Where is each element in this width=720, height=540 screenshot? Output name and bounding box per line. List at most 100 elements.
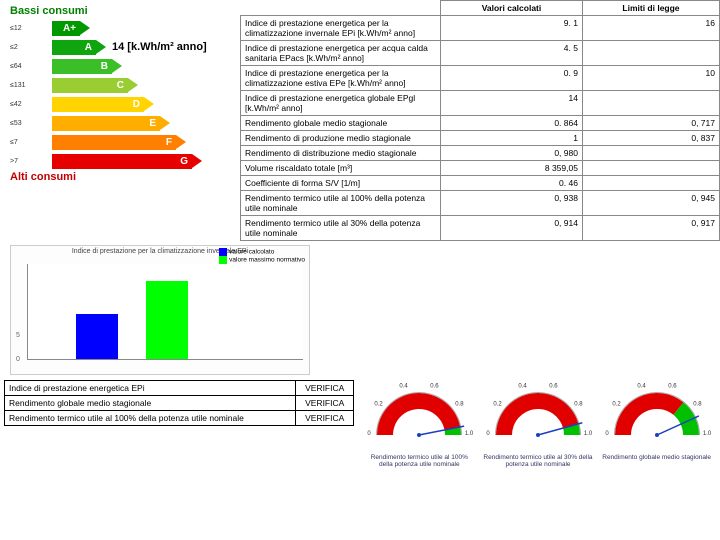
bar bbox=[146, 281, 188, 359]
row-limit bbox=[582, 176, 719, 191]
svg-text:0.4: 0.4 bbox=[518, 383, 527, 389]
gauge-svg: 0 0.2 0.4 0.6 0.8 1.0 bbox=[483, 380, 593, 450]
verify-status: VERIFICA bbox=[296, 381, 354, 396]
col-calc-header: Valori calcolati bbox=[441, 1, 583, 16]
table-row: Indice di prestazione energetica per la … bbox=[241, 66, 720, 91]
indicator-value: 14 [k.Wh/m² anno] bbox=[112, 41, 207, 53]
energy-class-label: E bbox=[149, 116, 156, 131]
svg-text:0.2: 0.2 bbox=[375, 402, 384, 408]
gauges-row: 0 0.2 0.4 0.6 0.8 1.0 Rendimento termico util… bbox=[360, 380, 716, 480]
row-calc: 0, 938 bbox=[441, 191, 583, 216]
row-limit: 0, 837 bbox=[582, 131, 719, 146]
row-limit bbox=[582, 41, 719, 66]
svg-text:0.6: 0.6 bbox=[431, 383, 440, 389]
table-row: Coefficiente di forma S/V [1/m]0. 46 bbox=[241, 176, 720, 191]
svg-text:0.2: 0.2 bbox=[493, 402, 502, 408]
row-limit: 16 bbox=[582, 16, 719, 41]
bar bbox=[76, 314, 118, 359]
row-limit bbox=[582, 161, 719, 176]
gauge: 00.20.40.60.81.0 Rendimento globale medi… bbox=[602, 380, 712, 480]
svg-text:0.6: 0.6 bbox=[668, 383, 677, 389]
energy-arrow: F bbox=[52, 135, 186, 150]
row-calc: 4. 5 bbox=[441, 41, 583, 66]
row-limit bbox=[582, 91, 719, 116]
energy-arrow: D bbox=[52, 97, 154, 112]
row-label: Indice di prestazione energetica globale… bbox=[241, 91, 441, 116]
table-row: Volume riscaldato totale [m³]8 359,05 bbox=[241, 161, 720, 176]
energy-threshold: ≤2 bbox=[10, 44, 52, 51]
svg-text:0: 0 bbox=[486, 431, 490, 437]
row-label: Rendimento di distribuzione medio stagio… bbox=[241, 146, 441, 161]
energy-row: >7 G bbox=[10, 152, 230, 170]
energy-rating-scale: Bassi consumi ≤12A+≤2A14 [k.Wh/m² anno]≤… bbox=[0, 0, 240, 241]
row-label: Volume riscaldato totale [m³] bbox=[241, 161, 441, 176]
table-row: Indice di prestazione energetica per la … bbox=[241, 16, 720, 41]
row-calc: 0. 9 bbox=[441, 66, 583, 91]
table-row: Indice di prestazione energetica per acq… bbox=[241, 41, 720, 66]
energy-arrow: E bbox=[52, 116, 170, 131]
row-label: Rendimento globale medio stagionale bbox=[241, 116, 441, 131]
gauge-svg: 00.20.40.60.81.0 bbox=[602, 380, 712, 450]
svg-text:1.0: 1.0 bbox=[584, 431, 593, 437]
row-calc: 8 359,05 bbox=[441, 161, 583, 176]
energy-row: ≤2 A 14 [k.Wh/m² anno] bbox=[10, 38, 230, 56]
row-label: Indice di prestazione energetica per la … bbox=[241, 66, 441, 91]
energy-row: ≤53E bbox=[10, 114, 230, 132]
energy-arrow: A+ bbox=[52, 21, 90, 36]
energy-row: ≤64 B bbox=[10, 57, 230, 75]
table-row: Rendimento termico utile al 100% della p… bbox=[5, 411, 354, 426]
svg-text:0.6: 0.6 bbox=[549, 383, 558, 389]
row-calc: 14 bbox=[441, 91, 583, 116]
row-label: Coefficiente di forma S/V [1/m] bbox=[241, 176, 441, 191]
row-limit: 0, 945 bbox=[582, 191, 719, 216]
energy-row: ≤7F bbox=[10, 133, 230, 151]
svg-text:1.0: 1.0 bbox=[702, 431, 711, 437]
svg-text:0.8: 0.8 bbox=[456, 402, 465, 408]
gauge-svg: 00.20.40.60.81.0 bbox=[364, 380, 474, 450]
verify-label: Rendimento globale medio stagionale bbox=[5, 396, 296, 411]
energy-arrow: B bbox=[52, 59, 122, 74]
table-row: Rendimento di produzione medio stagional… bbox=[241, 131, 720, 146]
svg-text:1.0: 1.0 bbox=[465, 431, 474, 437]
col-limit-header: Limiti di legge bbox=[582, 1, 719, 16]
svg-text:0.4: 0.4 bbox=[637, 383, 646, 389]
energy-class-label: A+ bbox=[63, 21, 76, 36]
table-row: Rendimento termico utile al 100% della p… bbox=[241, 191, 720, 216]
row-label: Indice di prestazione energetica per acq… bbox=[241, 41, 441, 66]
svg-text:0.8: 0.8 bbox=[574, 402, 583, 408]
energy-class-label: C bbox=[117, 78, 124, 93]
energy-threshold: >7 bbox=[10, 158, 52, 165]
energy-threshold: ≤42 bbox=[10, 101, 52, 108]
gauge-label: Rendimento termico utile al 30% della po… bbox=[483, 454, 593, 468]
row-limit: 0, 917 bbox=[582, 216, 719, 241]
table-row: Rendimento termico utile al 30% della po… bbox=[241, 216, 720, 241]
bar-chart-legend: valore calcolato valore massimo normativ… bbox=[219, 248, 305, 264]
svg-text:0: 0 bbox=[368, 431, 372, 437]
row-limit: 10 bbox=[582, 66, 719, 91]
table-row: Indice di prestazione energetica EPiVERI… bbox=[5, 381, 354, 396]
energy-class-label: G bbox=[180, 154, 188, 169]
svg-text:0.2: 0.2 bbox=[612, 402, 621, 408]
energy-row: ≤12A+ bbox=[10, 19, 230, 37]
energy-class-label: B bbox=[101, 59, 108, 74]
gauge: 00.20.40.60.81.0 Rendimento termico util… bbox=[364, 380, 474, 480]
row-label: Rendimento di produzione medio stagional… bbox=[241, 131, 441, 146]
row-label: Indice di prestazione energetica per la … bbox=[241, 16, 441, 41]
energy-row: ≤131C bbox=[10, 76, 230, 94]
verify-label: Indice di prestazione energetica EPi bbox=[5, 381, 296, 396]
table-row: Rendimento di distribuzione medio stagio… bbox=[241, 146, 720, 161]
energy-threshold: ≤64 bbox=[10, 63, 52, 70]
verify-status: VERIFICA bbox=[296, 396, 354, 411]
verification-table: Indice di prestazione energetica EPiVERI… bbox=[4, 380, 354, 426]
energy-class-label: A bbox=[85, 40, 92, 55]
row-calc: 0, 980 bbox=[441, 146, 583, 161]
gauge-label: Rendimento globale medio stagionale bbox=[602, 454, 712, 461]
bar-chart-plot: 05 bbox=[27, 264, 303, 360]
table-row: Rendimento globale medio stagionale0. 86… bbox=[241, 116, 720, 131]
table-row: Rendimento globale medio stagionaleVERIF… bbox=[5, 396, 354, 411]
gauge-label: Rendimento termico utile al 100% della p… bbox=[364, 454, 474, 468]
energy-threshold: ≤7 bbox=[10, 139, 52, 146]
row-calc: 0. 46 bbox=[441, 176, 583, 191]
ytick-label: 0 bbox=[16, 356, 20, 363]
row-calc: 9. 1 bbox=[441, 16, 583, 41]
